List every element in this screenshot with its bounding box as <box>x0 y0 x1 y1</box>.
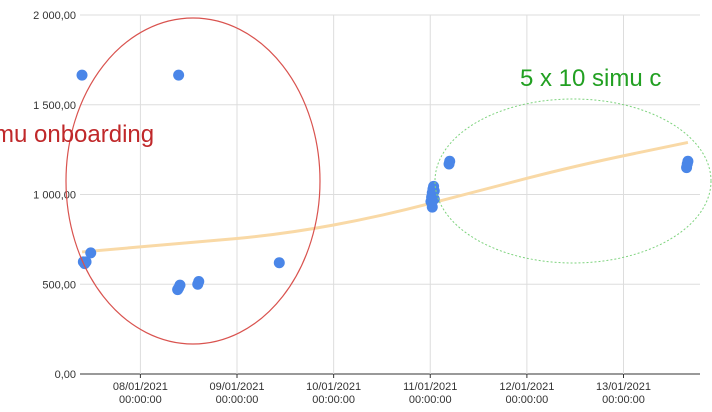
data-point <box>85 247 96 258</box>
annotation-onboarding: mu onboarding <box>0 121 154 148</box>
y-tick-label: 1 500,00 <box>33 100 76 112</box>
x-tick-label-time: 00:00:00 <box>119 394 162 406</box>
y-tick-label: 500,00 <box>42 279 76 291</box>
data-point <box>444 156 455 167</box>
data-point <box>193 276 204 287</box>
x-tick-label-date: 11/01/2021 <box>403 381 457 393</box>
trendline <box>82 142 688 251</box>
data-point <box>274 257 285 268</box>
x-tick-label-date: 08/01/2021 <box>113 381 168 393</box>
annotation-simu: 5 x 10 simu c <box>520 65 661 92</box>
y-axis-ticks: 0,00 500,00 1 000,00 1 500,00 2 000,00 <box>33 10 76 381</box>
data-point <box>173 70 184 81</box>
data-point <box>682 156 693 167</box>
x-axis-ticks: 08/01/202100:00:0009/01/202100:00:0010/0… <box>113 381 651 406</box>
x-tick-label-date: 12/01/2021 <box>499 381 554 393</box>
y-tick-label: 2 000,00 <box>33 10 76 22</box>
y-tick-label: 0,00 <box>55 369 76 381</box>
x-tick-label-time: 00:00:00 <box>409 394 452 406</box>
x-tick-label-time: 00:00:00 <box>505 394 548 406</box>
x-tick-label-date: 09/01/2021 <box>209 381 264 393</box>
data-points <box>77 70 694 296</box>
x-tick-label-time: 00:00:00 <box>602 394 645 406</box>
x-tick-label-time: 00:00:00 <box>216 394 259 406</box>
data-point <box>174 280 185 291</box>
x-tick-label-time: 00:00:00 <box>312 394 355 406</box>
onboarding-group-ellipse <box>66 18 320 344</box>
x-tick-label-date: 10/01/2021 <box>306 381 361 393</box>
simu-group-ellipse <box>435 99 711 263</box>
y-tick-label: 1 000,00 <box>33 190 76 202</box>
x-tick-label-date: 13/01/2021 <box>596 381 651 393</box>
data-point <box>77 70 88 81</box>
